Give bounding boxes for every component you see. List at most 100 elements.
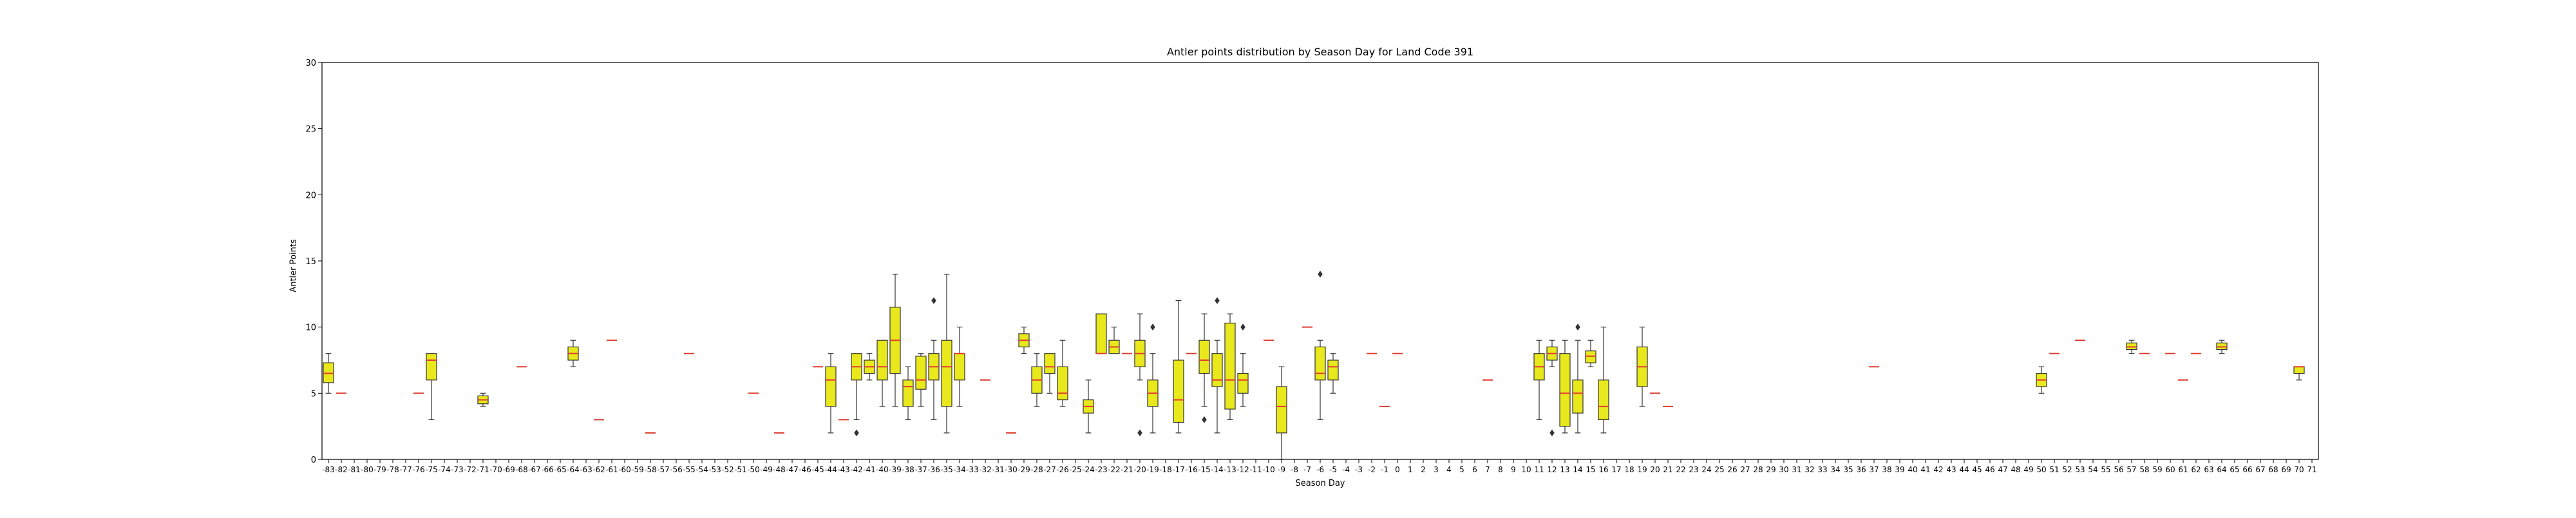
x-tick-label: 55: [2101, 465, 2110, 474]
box-outlier: [1202, 416, 1207, 423]
x-tick-label: -3: [1355, 465, 1363, 474]
x-tick-label: -77: [399, 465, 412, 474]
x-tick-label: -20: [1133, 465, 1146, 474]
x-tick-label: -48: [773, 465, 786, 474]
box-body: [902, 379, 914, 407]
box-body: [1572, 379, 1584, 414]
x-tick-label: 34: [1830, 465, 1840, 474]
x-tick-label: -9: [1278, 465, 1285, 474]
x-tick-label: -61: [605, 465, 618, 474]
box-body: [825, 366, 837, 407]
x-tick-label: -60: [618, 465, 631, 474]
x-tick-label: 70: [2294, 465, 2304, 474]
box-body: [1585, 350, 1596, 363]
x-tick-label: 6: [1472, 465, 1477, 474]
x-tick-label: -69: [502, 465, 515, 474]
x-tick-label: -47: [786, 465, 799, 474]
x-tick-label: 42: [1933, 465, 1943, 474]
x-tick-label: -79: [374, 465, 386, 474]
y-tick-label: 0: [311, 456, 316, 465]
x-tick-label: 56: [2114, 465, 2123, 474]
x-tick-label: -2: [1368, 465, 1376, 474]
box-body: [1057, 366, 1068, 401]
x-tick-label: -15: [1198, 465, 1211, 474]
box-body: [1173, 360, 1184, 423]
box-body: [1237, 372, 1249, 394]
x-tick-label: 23: [1689, 465, 1698, 474]
x-tick-label: -50: [747, 465, 760, 474]
x-tick-label: 11: [1534, 465, 1544, 474]
box-body: [1276, 386, 1287, 434]
x-tick-label: 53: [2075, 465, 2085, 474]
x-tick-label: -74: [438, 465, 451, 474]
x-tick-label: 36: [1856, 465, 1866, 474]
x-tick-label: 49: [2023, 465, 2033, 474]
x-tick-label: -76: [412, 465, 425, 474]
x-tick-label: 61: [2178, 465, 2188, 474]
x-tick-label: -5: [1329, 465, 1337, 474]
x-tick-label: 39: [1895, 465, 1904, 474]
x-tick-label: 44: [1959, 465, 1969, 474]
y-axis-label: Antler Points: [289, 239, 299, 293]
box-body: [2293, 366, 2305, 374]
x-tick-label: -43: [837, 465, 850, 474]
box-body: [1327, 360, 1339, 381]
x-tick-label: -13: [1224, 465, 1236, 474]
x-tick-label: 66: [2242, 465, 2252, 474]
y-tick-label: 15: [305, 257, 316, 267]
x-tick-label: -53: [708, 465, 721, 474]
box-outlier: [1549, 429, 1555, 437]
x-tick-label: 30: [1779, 465, 1788, 474]
x-tick-label: 41: [1920, 465, 1930, 474]
plot-frame: [321, 62, 2319, 460]
x-tick-label: -38: [902, 465, 914, 474]
x-tick-label: 48: [2011, 465, 2020, 474]
x-tick-label: 52: [2062, 465, 2072, 474]
x-tick-label: 20: [1650, 465, 1660, 474]
x-tick-label: -81: [348, 465, 361, 474]
x-tick-label: -54: [696, 465, 708, 474]
x-tick-label: 27: [1740, 465, 1750, 474]
box-outlier: [854, 429, 859, 437]
x-tick-label: 57: [2126, 465, 2136, 474]
x-tick-label: 1: [1408, 465, 1413, 474]
x-tick-label: -31: [992, 465, 1005, 474]
x-tick-label: 28: [1753, 465, 1763, 474]
x-tick-label: -25: [1069, 465, 1082, 474]
x-tick-label: -70: [489, 465, 502, 474]
x-tick-label: 35: [1843, 465, 1853, 474]
y-tick-label: 5: [311, 389, 316, 399]
x-tick-label: 38: [1882, 465, 1891, 474]
y-tick-label: 10: [305, 323, 316, 333]
x-tick-label: -52: [721, 465, 734, 474]
x-tick-label: 25: [1714, 465, 1724, 474]
x-tick-label: 8: [1498, 465, 1503, 474]
x-tick-label: 69: [2281, 465, 2291, 474]
x-tick-label: 12: [1547, 465, 1557, 474]
box-outlier: [1575, 323, 1580, 331]
x-tick-label: 60: [2165, 465, 2175, 474]
x-tick-label: -71: [477, 465, 489, 474]
x-tick-label: -11: [1249, 465, 1262, 474]
chart-title: Antler points distribution by Season Day…: [1166, 46, 1474, 58]
box-body: [915, 356, 927, 390]
y-tick-label: 20: [305, 191, 316, 200]
box-outlier: [1150, 323, 1155, 331]
x-tick-label: -29: [1018, 465, 1030, 474]
box-body: [426, 353, 437, 381]
x-tick-label: -6: [1316, 465, 1324, 474]
box-body: [1598, 379, 1609, 420]
x-tick-label: -10: [1262, 465, 1275, 474]
box-body: [1559, 353, 1571, 427]
x-tick-label: -63: [580, 465, 592, 474]
x-axis-label: Season Day: [1295, 479, 1345, 488]
x-tick-label: 16: [1598, 465, 1608, 474]
x-tick-label: -57: [657, 465, 670, 474]
x-tick-label: -44: [824, 465, 837, 474]
x-tick-label: -67: [528, 465, 541, 474]
x-tick-label: 10: [1521, 465, 1531, 474]
x-tick-label: 50: [2036, 465, 2046, 474]
x-tick-label: 64: [2217, 465, 2226, 474]
x-tick-label: 45: [1972, 465, 1982, 474]
x-tick-label: -82: [335, 465, 348, 474]
